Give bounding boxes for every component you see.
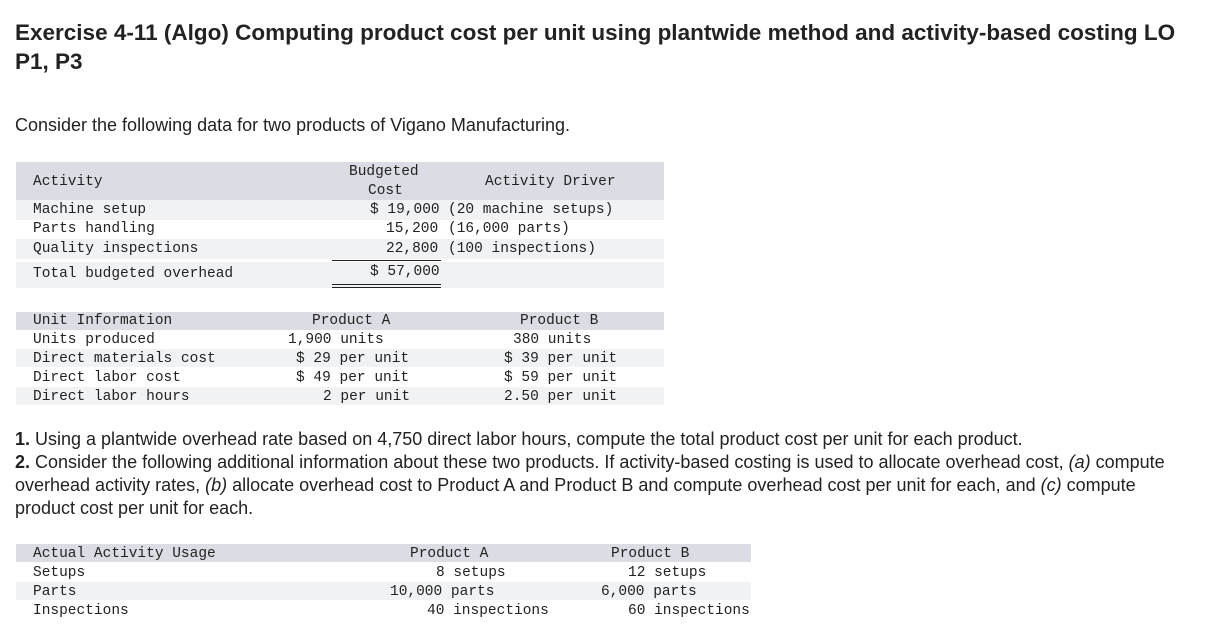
- question-2-text: Consider the following additional inform…: [30, 452, 1069, 472]
- col-header-unit-info: Unit Information: [33, 313, 173, 329]
- row-label: Units produced: [33, 332, 155, 348]
- col-header-product-b: Product B: [520, 313, 599, 329]
- row-value-a: 40 inspections: [427, 603, 549, 619]
- col-header-budgeted: Budgeted: [349, 164, 419, 180]
- question-1-text: Using a plantwide overhead rate based on…: [30, 429, 1023, 449]
- col-header-product-a: Product A: [312, 313, 391, 329]
- row-value-b: 380 units: [513, 332, 592, 348]
- row-driver: (20 machine setups): [448, 202, 614, 218]
- row-label: Parts: [33, 584, 77, 600]
- row-value-b: $ 59 per unit: [504, 370, 618, 386]
- row-band: [16, 239, 664, 259]
- total-double-rule: [332, 284, 441, 285]
- question-text: 1. Using a plantwide overhead rate based…: [15, 428, 1195, 520]
- col-header-activity: Activity: [33, 174, 103, 190]
- question-2-text: allocate overhead cost to Product A and …: [227, 475, 1041, 495]
- row-value-b: 6,000 parts: [601, 584, 697, 600]
- row-band: [16, 349, 664, 367]
- row-label: Parts handling: [33, 221, 155, 237]
- row-value-b: 2.50 per unit: [504, 389, 618, 405]
- row-label: Quality inspections: [33, 241, 199, 257]
- row-label: Direct labor hours: [33, 389, 190, 405]
- row-label: Setups: [33, 565, 86, 581]
- row-band: [16, 200, 664, 220]
- row-value-b: 60 inspections: [628, 603, 750, 619]
- question-1-number: 1.: [15, 429, 31, 449]
- row-band: [16, 582, 751, 600]
- col-header-product-a: Product A: [410, 546, 489, 562]
- row-value-a: $ 49 per unit: [296, 370, 410, 386]
- row-value-a: 8 setups: [436, 565, 506, 581]
- row-label: Direct materials cost: [33, 351, 216, 367]
- total-cost: $ 57,000: [370, 264, 440, 280]
- total-double-rule: [332, 287, 441, 288]
- header-band: [16, 544, 751, 562]
- question-2-number: 2.: [15, 452, 31, 472]
- row-label: Machine setup: [33, 202, 147, 218]
- row-cost: $ 19,000: [370, 202, 440, 218]
- col-header-cost: Cost: [368, 183, 403, 199]
- row-band: [16, 387, 664, 405]
- row-cost: 15,200: [386, 221, 439, 237]
- exercise-title: Exercise 4-11 (Algo) Computing product c…: [15, 20, 1176, 74]
- row-driver: (16,000 parts): [448, 221, 570, 237]
- intro-text: Consider the following data for two prod…: [15, 115, 570, 135]
- row-value-a: 10,000 parts: [390, 584, 495, 600]
- row-band: [16, 262, 664, 288]
- header-band: [16, 162, 664, 200]
- part-b-label: (b): [205, 475, 228, 495]
- row-label: Inspections: [33, 603, 129, 619]
- row-value-a: $ 29 per unit: [296, 351, 410, 367]
- part-a-label: (a): [1068, 452, 1091, 472]
- row-value-a: 2 per unit: [323, 389, 411, 405]
- row-label: Direct labor cost: [33, 370, 181, 386]
- header-band: [16, 312, 664, 330]
- row-value-a: 1,900 units: [288, 332, 384, 348]
- total-label: Total budgeted overhead: [33, 266, 234, 282]
- col-header-usage: Actual Activity Usage: [33, 546, 216, 562]
- row-value-b: $ 39 per unit: [504, 351, 618, 367]
- subtotal-rule: [332, 260, 441, 261]
- row-cost: 22,800: [386, 241, 439, 257]
- row-driver: (100 inspections): [448, 241, 596, 257]
- row-value-b: 12 setups: [628, 565, 707, 581]
- question-2-text: compute product cost per unit for each.: [15, 475, 1136, 518]
- part-c-label: (c): [1040, 475, 1062, 495]
- col-header-product-b: Product B: [611, 546, 690, 562]
- col-header-driver: Activity Driver: [485, 174, 616, 190]
- question-2-text: compute overhead activity rates,: [15, 452, 1165, 495]
